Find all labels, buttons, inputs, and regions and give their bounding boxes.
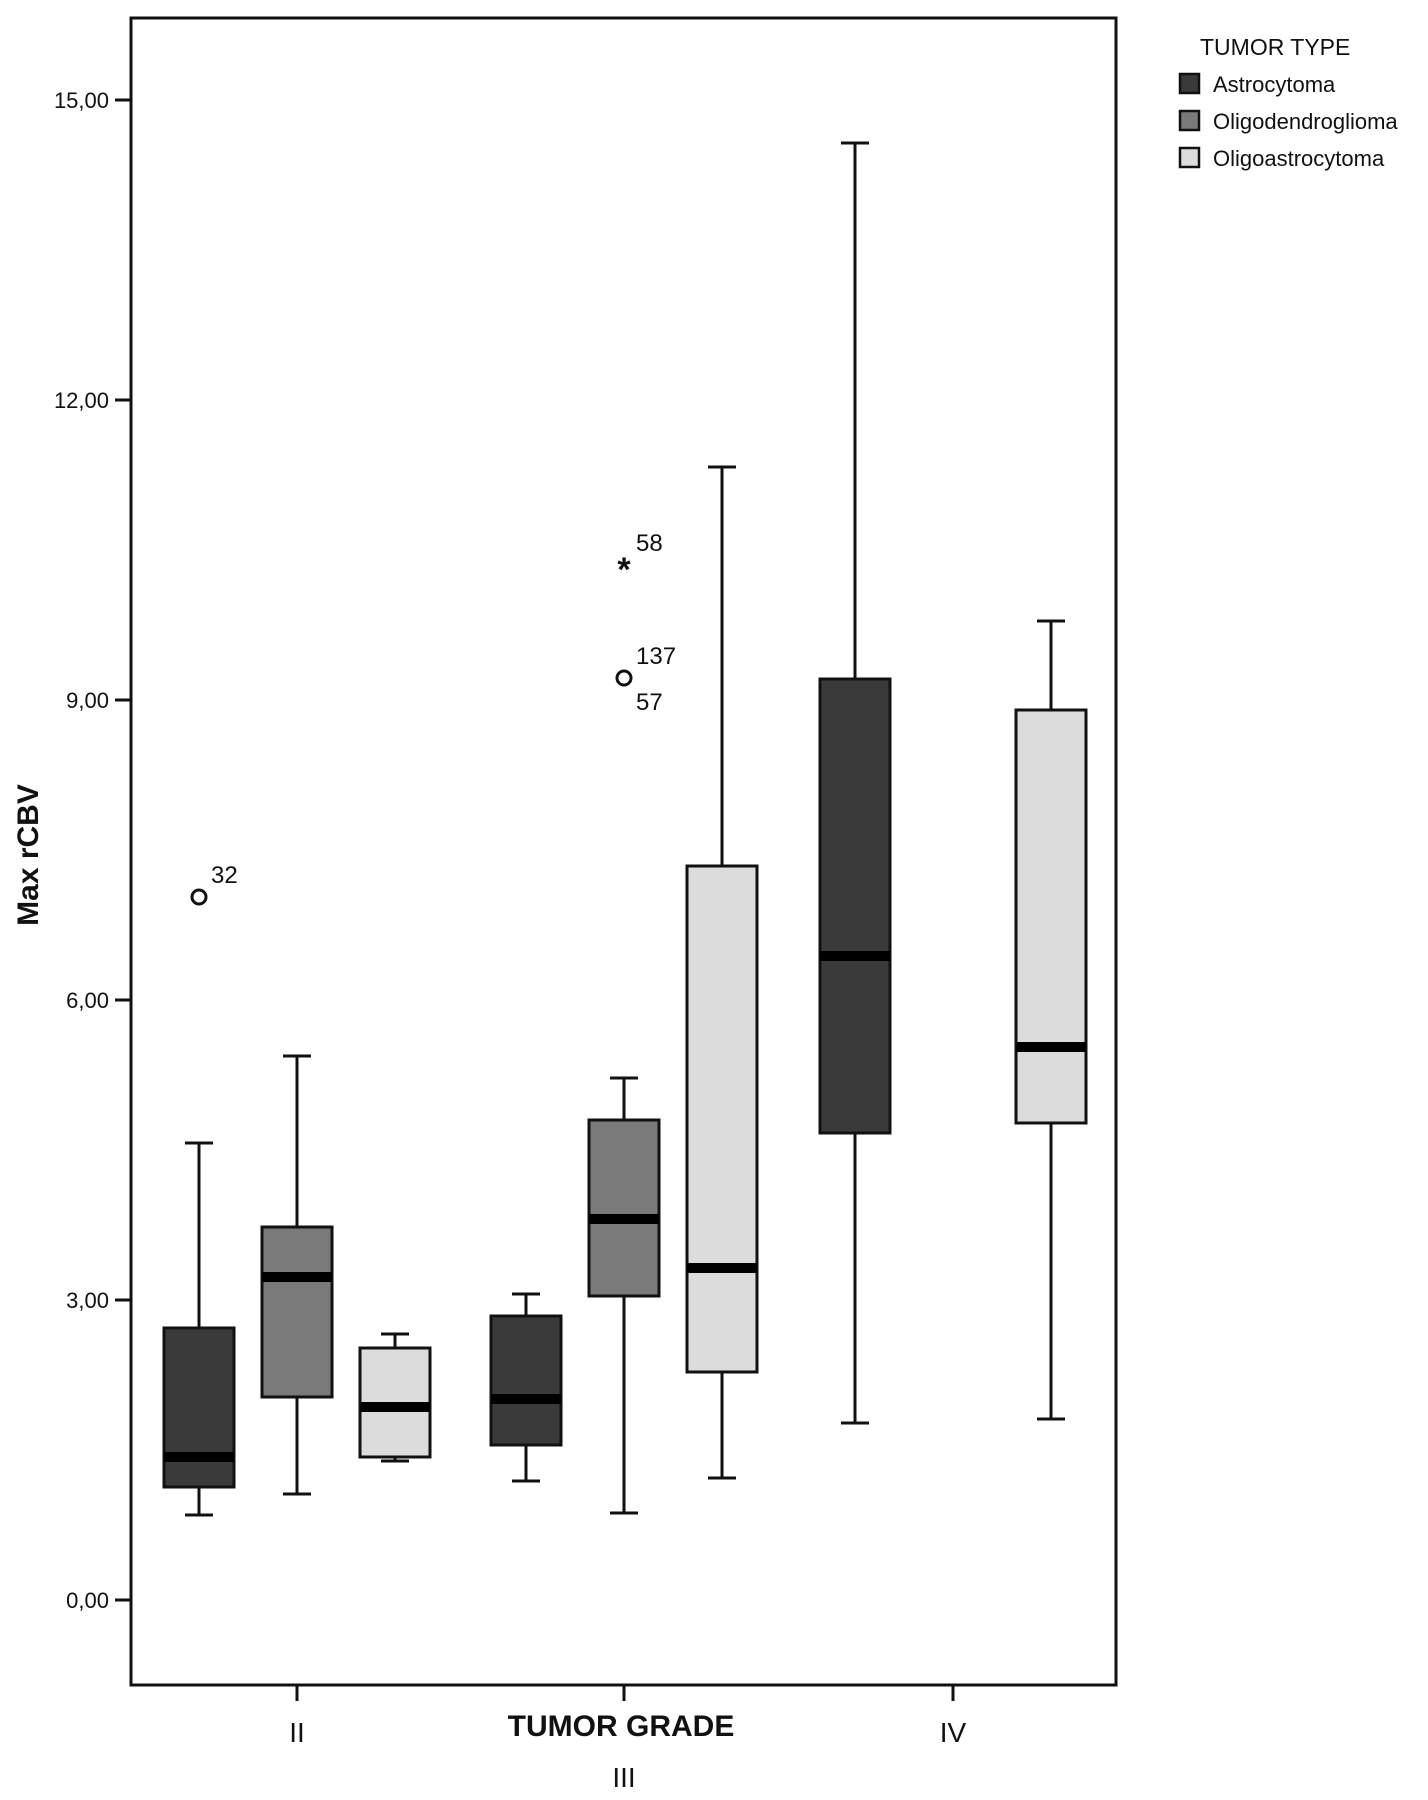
box-iqr <box>685 864 759 1374</box>
box-oligodendroglioma-II <box>260 1054 334 1496</box>
y-tick-label: 3,00 <box>66 1288 109 1313</box>
outliers-layer: 32 137 57 *58 <box>190 530 676 906</box>
boxes-layer <box>162 141 1088 1517</box>
box-iqr <box>1014 708 1088 1125</box>
legend-label: Oligodendroglioma <box>1213 109 1398 134</box>
legend-label: Astrocytoma <box>1213 72 1336 97</box>
outlier-label: 32 <box>211 862 238 889</box>
outlier-circle <box>615 669 633 687</box>
y-tick-label: 0,00 <box>66 1588 109 1613</box>
outlier-circle <box>190 888 208 906</box>
x-tick-label: II <box>289 1717 305 1748</box>
y-tick-label: 6,00 <box>66 988 109 1013</box>
legend-label: Oligoastrocytoma <box>1213 146 1385 171</box>
box-iqr <box>818 677 892 1135</box>
box-astrocytoma-IV <box>818 141 892 1425</box>
outlier-label: 137 <box>636 643 676 670</box>
box-oligodendroglioma-III <box>587 1076 661 1515</box>
legend-swatch <box>1178 146 1201 169</box>
box-astrocytoma-III <box>489 1292 563 1483</box>
legend: TUMOR TYPE Astrocytoma Oligodendroglioma O… <box>1178 34 1398 171</box>
outlier-star: * <box>617 551 631 589</box>
y-axis-title: Max rCBV <box>12 784 45 926</box>
box-oligoastrocytoma-III <box>685 465 759 1480</box>
y-axis: 0,00 3,00 6,00 9,00 12,00 15,00 <box>54 88 131 1613</box>
box-astrocytoma-II <box>162 1141 236 1517</box>
y-tick-label: 9,00 <box>66 688 109 713</box>
box-iqr <box>162 1326 236 1489</box>
box-iqr <box>587 1118 661 1298</box>
x-tick-label: III <box>612 1762 635 1793</box>
y-tick-label: 15,00 <box>54 88 109 113</box>
box-iqr <box>260 1225 334 1399</box>
outlier-label: 57 <box>636 689 663 716</box>
outlier-label: 58 <box>636 530 663 557</box>
legend-title: TUMOR TYPE <box>1200 34 1350 60</box>
x-tick-label: IV <box>940 1717 967 1748</box>
legend-swatch <box>1178 72 1201 95</box>
box-oligoastrocytoma-II <box>358 1332 432 1463</box>
box-oligoastrocytoma-IV <box>1014 619 1088 1421</box>
x-axis-title: TUMOR GRADE <box>508 1710 735 1743</box>
y-tick-label: 12,00 <box>54 388 109 413</box>
legend-swatch <box>1178 109 1201 132</box>
box-iqr <box>489 1314 563 1447</box>
